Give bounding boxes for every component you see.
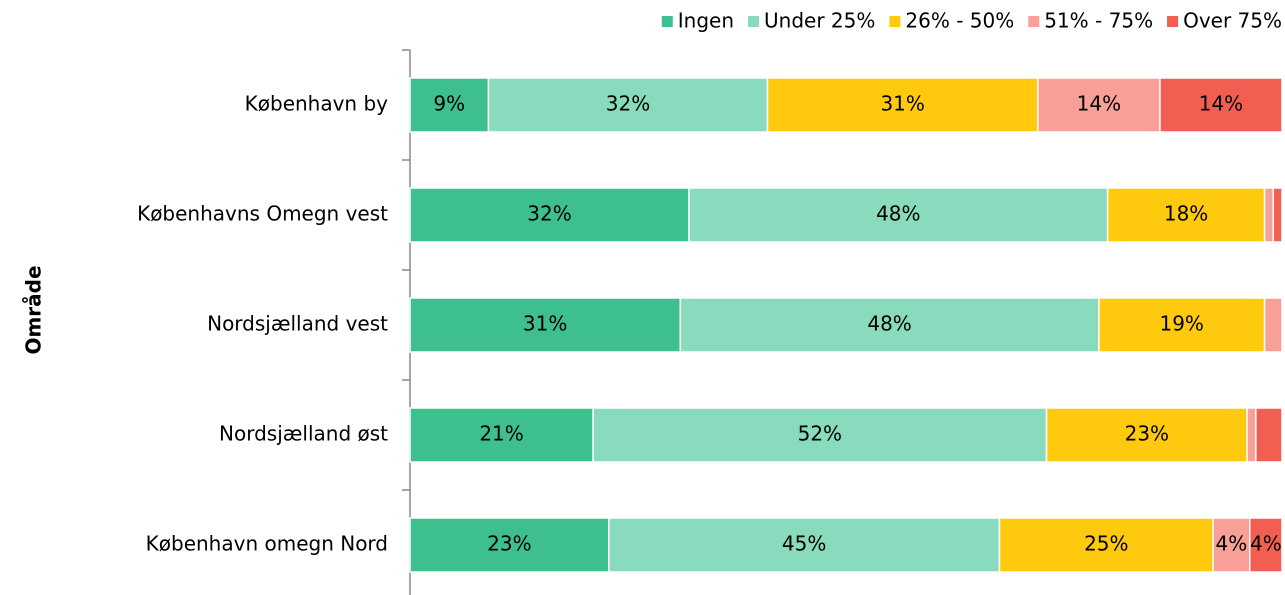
bar-segment	[998, 517, 1214, 573]
bar-segment	[1098, 297, 1266, 353]
data-label: 32%	[606, 92, 650, 116]
bar-segment	[409, 77, 490, 133]
bar-segment	[1272, 187, 1283, 243]
data-label: 25%	[1084, 532, 1128, 556]
bar-segment	[1106, 187, 1266, 243]
data-label: 9%	[433, 92, 465, 116]
data-label: 14%	[1199, 92, 1243, 116]
category-label: Nordsjælland vest	[207, 312, 388, 336]
category-label: København by	[245, 92, 389, 116]
legend-label: Over 75%	[1183, 9, 1282, 33]
data-label: 4%	[1250, 532, 1282, 556]
data-label: 23%	[487, 532, 531, 556]
data-label: 19%	[1159, 312, 1203, 336]
legend-swatch	[1028, 16, 1040, 27]
bar-segment	[1159, 77, 1283, 133]
data-label: 48%	[876, 202, 920, 226]
category-label: København omegn Nord	[146, 532, 388, 556]
bar-segment	[409, 407, 594, 463]
data-label: 45%	[782, 532, 826, 556]
category-label: Nordsjælland øst	[219, 422, 388, 446]
data-label: 23%	[1125, 422, 1169, 446]
bar-segment	[679, 297, 1100, 353]
legend-label: Under 25%	[764, 9, 875, 33]
legend-label: 26% - 50%	[905, 9, 1014, 33]
data-label: 32%	[527, 202, 571, 226]
data-label: 31%	[523, 312, 567, 336]
data-label: 48%	[867, 312, 911, 336]
bar-segment	[1263, 297, 1283, 353]
bar-segment	[1263, 187, 1275, 243]
data-label: 4%	[1216, 532, 1248, 556]
data-label: 21%	[479, 422, 523, 446]
legend-swatch	[748, 16, 760, 27]
bar-segment	[1255, 407, 1283, 463]
data-label: 18%	[1164, 202, 1208, 226]
bar-segment	[1248, 517, 1283, 573]
y-axis-title: Område	[22, 265, 46, 354]
bar-segment	[409, 187, 690, 243]
legend-label: Ingen	[678, 9, 734, 33]
legend-swatch	[889, 16, 901, 27]
legend-swatch	[661, 16, 673, 27]
bar-segment	[688, 187, 1109, 243]
legend-swatch	[1167, 16, 1179, 27]
legend-label: 51% - 75%	[1044, 9, 1153, 33]
category-label: Københavns Omegn vest	[137, 202, 388, 226]
bar-segment	[1037, 77, 1161, 133]
bar-segment	[409, 297, 682, 353]
bar-segment	[1212, 517, 1251, 573]
data-label: 52%	[798, 422, 842, 446]
bar-segment	[1045, 407, 1248, 463]
bar-segment	[592, 407, 1048, 463]
data-label: 14%	[1077, 92, 1121, 116]
data-label: 31%	[880, 92, 924, 116]
bar-segment	[1246, 407, 1257, 463]
